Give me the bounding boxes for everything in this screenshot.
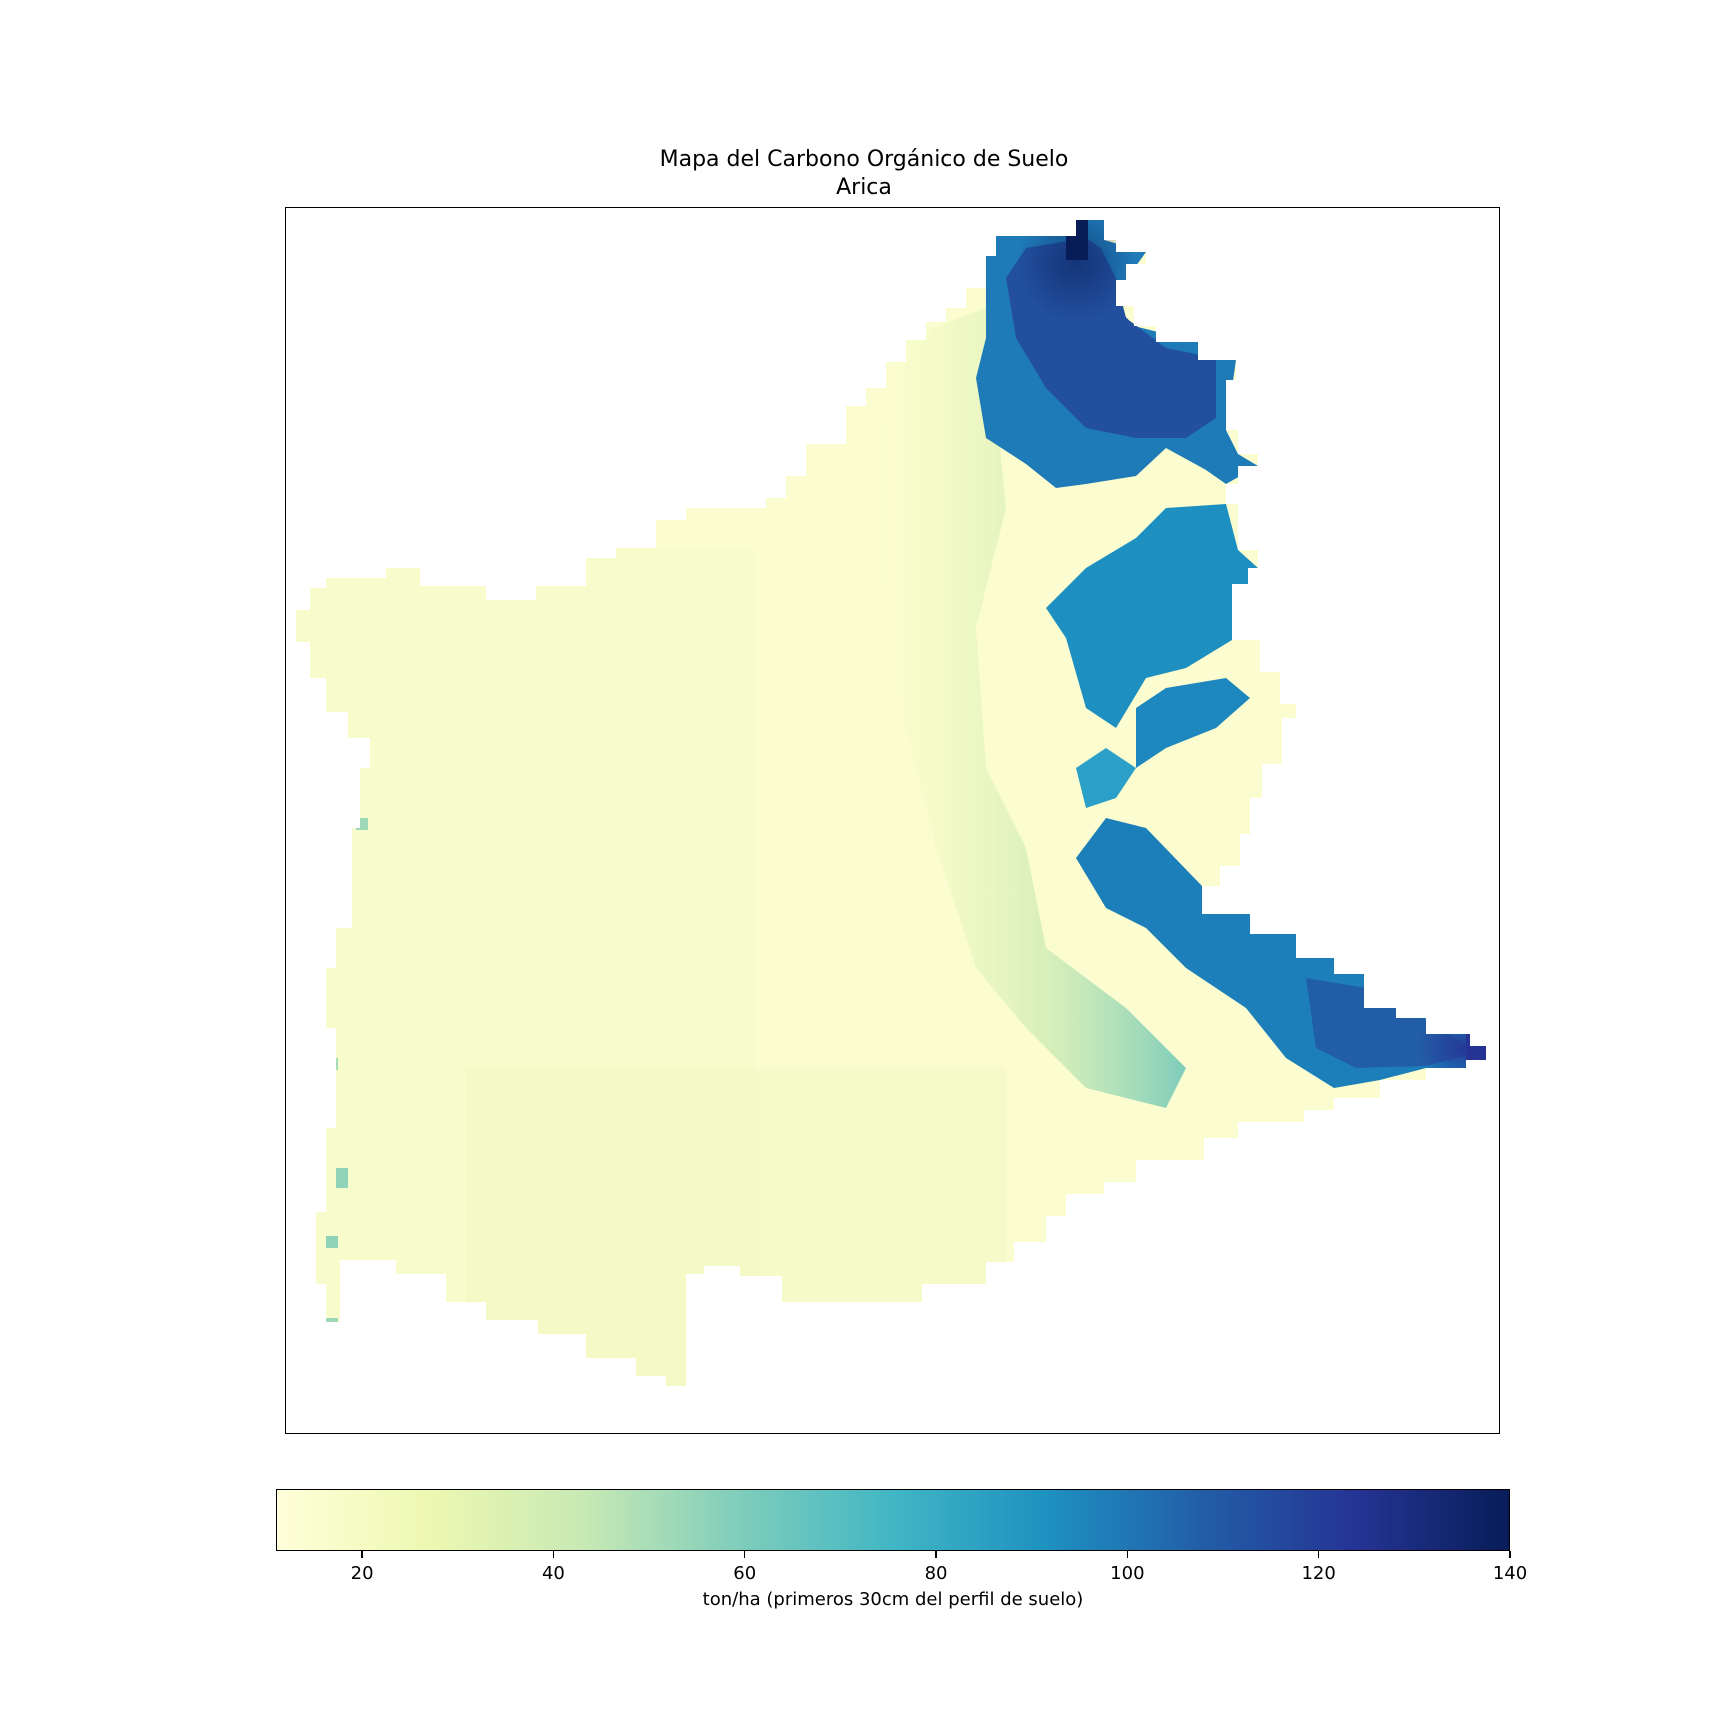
colorbar-tick-label: 60 (733, 1563, 757, 1584)
map-title: Mapa del Carbono Orgánico de Suelo (659, 147, 1069, 172)
lowland-texture-south (466, 1068, 1006, 1386)
colorbar-tick-mark (1509, 1551, 1511, 1558)
west-cell (326, 1058, 338, 1070)
west-cell (326, 1318, 338, 1330)
colorbar-tick-mark (361, 1551, 363, 1558)
colorbar-tick-label: 20 (350, 1563, 374, 1584)
colorbar-tick-label: 100 (1110, 1563, 1145, 1584)
north-peak-halo (1016, 220, 1136, 323)
colorbar-tick-mark (743, 1551, 746, 1558)
colorbar (276, 1489, 1510, 1551)
colorbar-tick-label: 40 (541, 1563, 565, 1584)
southeast-peak (1466, 1034, 1486, 1060)
colorbar-tick-mark (935, 1551, 937, 1558)
colorbar-tick-label: 120 (1301, 1563, 1336, 1584)
colorbar-gradient (277, 1490, 1509, 1550)
colorbar-tick-label: 140 (1492, 1563, 1528, 1584)
central-band-mid (1136, 678, 1250, 768)
map-frame (285, 207, 1500, 1434)
central-band-low (1076, 748, 1136, 808)
central-highland (1046, 504, 1258, 728)
west-cell (326, 1236, 338, 1248)
colorbar-tick-mark (552, 1551, 555, 1558)
southeast-peak-halo (1416, 1008, 1486, 1088)
west-cell (356, 818, 368, 830)
transition-band (876, 308, 1186, 1108)
colorbar-tick-mark (1317, 1551, 1320, 1558)
colorbar-tick-label: 80 (924, 1563, 948, 1584)
soil-carbon-raster (296, 220, 1486, 1386)
colorbar-label: ton/ha (primeros 30cm del perfil de suel… (702, 1589, 1084, 1610)
colorbar-ticks: 20 40 60 80 100 120 140 (276, 1551, 1527, 1591)
map-subtitle: Arica (836, 175, 892, 200)
west-cell (336, 1168, 348, 1188)
colorbar-tick-mark (1126, 1551, 1129, 1558)
